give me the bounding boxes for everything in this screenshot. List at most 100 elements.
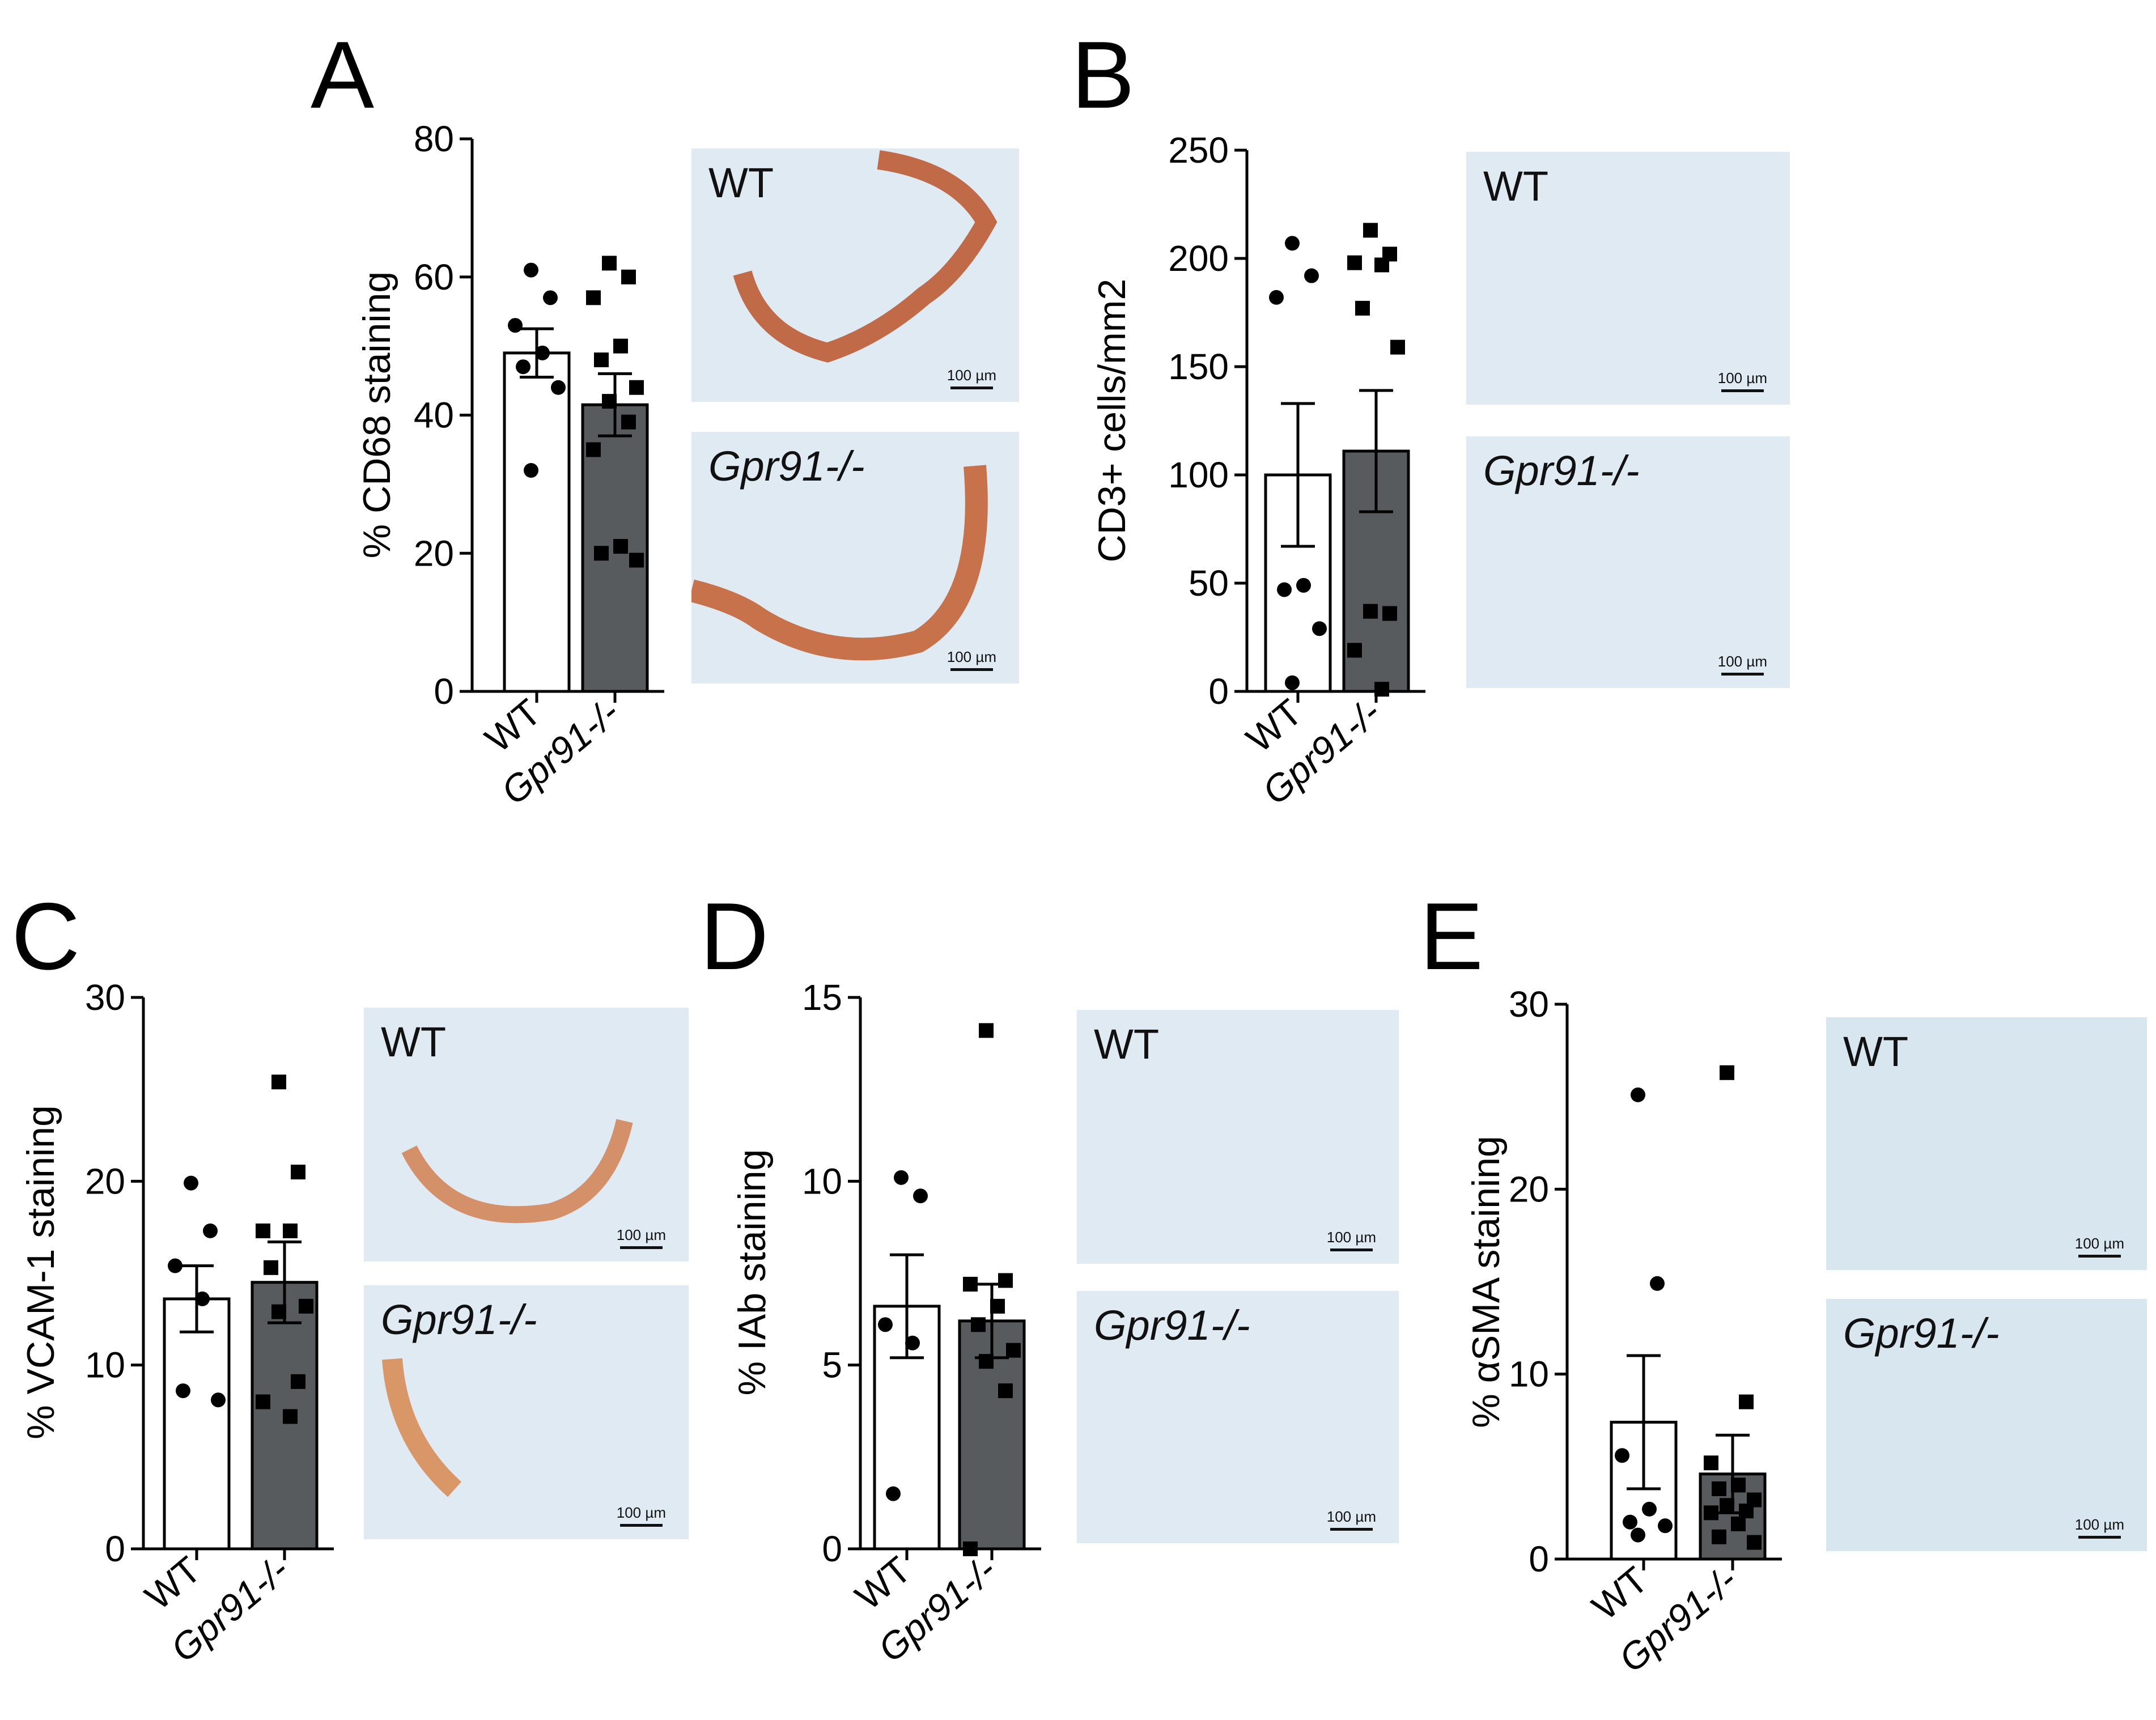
stain-pattern xyxy=(382,1358,462,1497)
data-point-gpr91-ko xyxy=(613,338,628,354)
data-point-wt xyxy=(211,1392,226,1408)
scale-bar: 100 µm xyxy=(617,1504,666,1527)
y-tick-label: 0 xyxy=(105,1528,125,1569)
data-point-gpr91-ko xyxy=(291,1165,305,1180)
scale-bar-label: 100 µm xyxy=(616,1504,666,1521)
data-point-wt xyxy=(1277,582,1292,597)
micrograph-label: Gpr91-/- xyxy=(708,443,865,490)
data-point-wt xyxy=(551,380,566,395)
scale-bar: 100 µm xyxy=(617,1226,666,1249)
panel-letter-a: A xyxy=(311,22,374,128)
y-axis-label: % CD68 staining xyxy=(355,271,398,558)
data-point-gpr91-ko xyxy=(586,290,601,305)
data-point-gpr91-ko xyxy=(594,546,609,561)
data-point-wt xyxy=(195,1291,210,1306)
scale-bar: 100 µm xyxy=(1718,653,1767,676)
micrograph-a-ko: Gpr91-/- 100 µm xyxy=(691,432,1019,683)
micrograph-label: Gpr91-/- xyxy=(1843,1310,2000,1357)
y-axis-label: % VCAM-1 staining xyxy=(19,1105,62,1439)
data-point-gpr91-ko xyxy=(586,442,601,457)
data-point-gpr91-ko xyxy=(1390,339,1405,355)
data-point-gpr91-ko xyxy=(1374,682,1389,697)
scale-bar-label: 100 µm xyxy=(1326,1229,1376,1246)
data-point-gpr91-ko xyxy=(1355,300,1370,316)
micrograph-a-wt: WT 100 µm xyxy=(691,148,1019,402)
y-tick-label: 0 xyxy=(1208,671,1229,712)
scale-bar-label: 100 µm xyxy=(616,1226,666,1243)
data-point-wt xyxy=(516,359,530,375)
scale-bar-label: 100 µm xyxy=(1717,370,1767,387)
data-point-gpr91-ko xyxy=(979,1023,994,1038)
data-point-wt xyxy=(1269,290,1284,305)
data-point-wt xyxy=(524,262,538,278)
data-point-wt xyxy=(524,463,538,478)
scale-bar: 100 µm xyxy=(947,367,996,389)
stain-pattern xyxy=(401,1119,633,1224)
stain-pattern xyxy=(691,465,988,661)
y-tick-label: 200 xyxy=(1168,238,1229,279)
data-point-gpr91-ko xyxy=(1704,1455,1718,1471)
data-point-gpr91-ko xyxy=(291,1374,305,1389)
scale-bar-label: 100 µm xyxy=(2074,1235,2124,1252)
scale-bar: 100 µm xyxy=(1718,370,1767,392)
data-point-gpr91-ko xyxy=(1720,1498,1734,1513)
stain-pattern xyxy=(733,150,998,363)
data-point-gpr91-ko xyxy=(621,269,636,284)
y-tick-label: 250 xyxy=(1168,130,1229,171)
data-point-gpr91-ko xyxy=(963,1541,978,1556)
data-point-wt xyxy=(543,290,558,305)
data-point-gpr91-ko xyxy=(283,1409,298,1424)
data-point-wt xyxy=(203,1223,218,1238)
scale-bar: 100 µm xyxy=(1327,1508,1376,1531)
data-point-gpr91-ko xyxy=(971,1317,986,1332)
micrograph-b-ko: Gpr91-/- 100 µm xyxy=(1466,436,1790,688)
data-point-wt xyxy=(1285,675,1300,690)
data-point-gpr91-ko xyxy=(613,539,628,554)
y-tick-label: 10 xyxy=(802,1161,842,1201)
y-tick-label: 5 xyxy=(822,1345,842,1386)
data-point-gpr91-ko xyxy=(264,1260,278,1275)
data-point-gpr91-ko xyxy=(1720,1065,1734,1080)
y-tick-label: 20 xyxy=(414,533,454,574)
data-point-wt xyxy=(913,1188,928,1204)
data-point-gpr91-ko xyxy=(1747,1535,1762,1550)
data-point-gpr91-ko xyxy=(1363,223,1378,238)
data-point-wt xyxy=(905,1335,920,1350)
y-tick-label: 10 xyxy=(1509,1354,1549,1395)
data-point-gpr91-ko xyxy=(1382,606,1397,621)
data-point-gpr91-ko xyxy=(1731,1477,1746,1493)
micrograph-c-ko: Gpr91-/- 100 µm xyxy=(364,1285,689,1539)
data-point-gpr91-ko xyxy=(602,256,617,271)
data-point-wt xyxy=(176,1383,190,1399)
data-point-gpr91-ko xyxy=(1347,643,1362,658)
micrograph-e-ko: Gpr91-/- 100 µm xyxy=(1826,1299,2147,1551)
data-point-gpr91-ko xyxy=(1712,1481,1726,1496)
data-point-wt xyxy=(1642,1501,1657,1517)
micrograph-label: Gpr91-/- xyxy=(1483,447,1640,494)
micrograph-d-wt: WT 100 µm xyxy=(1077,1010,1399,1264)
bar-wt xyxy=(503,351,571,693)
data-point-gpr91-ko xyxy=(998,1383,1013,1399)
y-tick-label: 100 xyxy=(1168,455,1229,495)
micrograph-label: WT xyxy=(1483,163,1549,210)
bar-wt xyxy=(163,1297,231,1551)
data-point-wt xyxy=(508,318,523,333)
data-point-gpr91-ko xyxy=(1363,604,1378,619)
data-point-wt xyxy=(168,1258,183,1273)
data-point-wt xyxy=(1304,268,1319,283)
micrograph-label: WT xyxy=(381,1018,447,1065)
data-point-gpr91-ko xyxy=(1006,1343,1021,1358)
data-point-gpr91-ko xyxy=(594,353,609,367)
panel-letter-c: C xyxy=(11,883,80,989)
data-point-gpr91-ko xyxy=(629,553,644,568)
data-point-gpr91-ko xyxy=(1347,255,1362,270)
scale-bar: 100 µm xyxy=(1327,1229,1376,1251)
micrograph-d-ko: Gpr91-/- 100 µm xyxy=(1077,1291,1399,1543)
scale-bar-label: 100 µm xyxy=(1717,653,1767,670)
data-point-gpr91-ko xyxy=(271,1075,286,1090)
y-axis-label: CD3+ cells/mm2 xyxy=(1090,279,1134,563)
y-axis-label: % IAb staining xyxy=(731,1149,774,1396)
data-point-wt xyxy=(535,345,550,360)
